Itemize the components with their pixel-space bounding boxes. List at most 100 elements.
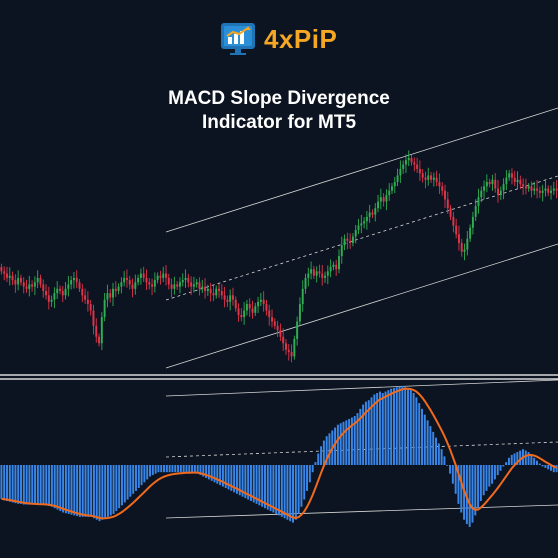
candle-body [460,243,463,252]
macd-histogram-bar [322,440,325,465]
candle-body [251,308,254,313]
macd-histogram-bar [151,465,154,476]
candle-body [220,290,223,296]
macd-histogram-bar [36,465,39,505]
candle-body [444,190,446,200]
macd-histogram-bar [67,465,70,514]
candle-body [209,288,212,294]
candle-body [89,304,92,311]
macd-histogram-bar [81,465,84,517]
candle-body [282,336,285,344]
macd-histogram-bar [62,465,65,513]
macd-histogram-bar [496,465,499,476]
chart-title-line2: Indicator for MT5 [201,112,357,133]
macd-histogram-bar [25,465,28,505]
candle-body [508,173,511,178]
macd-histogram-bar [126,465,129,500]
candle-body [5,273,8,278]
macd-histogram-bar [474,465,477,516]
candle-body [187,277,190,283]
candle-body [338,256,340,270]
macd-histogram-bar [373,394,376,465]
candle-body [304,277,307,289]
candle-body [206,288,209,291]
macd-histogram-bar [160,465,163,473]
candle-body [42,284,45,291]
macd-histogram-bar [404,387,407,465]
candle-body [365,216,368,222]
candle-body [212,293,215,296]
candle-body [550,190,553,193]
candle-body [39,277,42,285]
macd-histogram-bar [538,463,541,465]
macd-histogram-bar [308,465,311,483]
candle-body [343,238,346,246]
candle-body [231,295,234,300]
candle-body [53,293,56,300]
macd-histogram-bar [202,465,205,477]
candle-body [315,271,318,276]
macd-histogram-bar [174,465,177,473]
macd-histogram-bar [146,465,149,480]
macd-channel-upper [165,379,558,397]
candle-body [25,286,28,289]
candle-body [418,168,421,174]
macd-histogram-bar [364,401,367,465]
candle-body [159,275,162,278]
macd-histogram-bar [423,414,426,465]
macd-histogram-bar [471,465,474,523]
candle-body [95,325,98,337]
macd-histogram-bar [294,465,297,520]
candle-body [234,299,237,309]
macd-histogram-bar [205,465,208,478]
macd-histogram-bar [398,386,401,465]
candle-body [307,273,310,278]
candle-body [148,282,151,285]
candle-body [109,293,112,298]
candle-body [371,212,374,215]
macd-histogram-bar [210,465,213,481]
macd-histogram-bar [362,404,365,465]
candle-body [254,306,257,313]
candle-body [273,321,276,326]
candle-body [438,181,441,187]
macd-histogram-bar [92,465,95,519]
macd-histogram-bar [390,388,393,465]
macd-histogram-bar [8,465,11,502]
macd-histogram-bar [132,465,135,494]
candle-body [45,290,48,296]
candle-body [455,225,458,235]
macd-histogram-bar [6,465,8,501]
macd-histogram-bar [101,465,104,520]
candle-body [36,277,39,283]
candle-body [142,273,145,278]
macd-histogram-bar [502,465,505,467]
macd-histogram-bar [468,465,471,527]
macd-histogram-bar [87,465,90,517]
candle-body [151,284,154,287]
candle-body [416,164,419,169]
macd-histogram-bar [493,465,496,480]
candle-body [33,282,36,287]
candle-body [279,330,282,337]
macd-histogram-bar [163,465,166,473]
macd-histogram-bar [367,400,370,465]
candle-body [363,221,366,224]
macd-histogram-bar [34,465,37,505]
price-channel-median [165,175,558,301]
macd-histogram-bar [350,417,353,465]
candle-body [480,190,483,198]
price-channel-lower [165,243,558,369]
candle-body [296,321,299,339]
candle-body [293,338,296,357]
macd-histogram-bar [120,465,123,506]
candle-body [399,168,402,176]
candle-body [452,216,455,226]
candle-body [424,177,427,180]
candle-body [555,188,558,191]
brand-name: 4xPiP [264,23,338,54]
macd-histogram-bar [292,465,295,523]
candle-body [463,249,466,252]
candle-body [290,352,293,357]
macd-histogram-bar [510,454,513,465]
